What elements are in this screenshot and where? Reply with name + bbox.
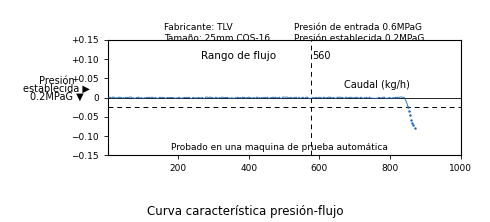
Text: Caudal (kg/h): Caudal (kg/h) [344,80,410,91]
Text: Curva característica presión-flujo: Curva característica presión-flujo [147,204,343,218]
Point [406,114,414,117]
Text: Presión: Presión [39,76,74,86]
Point [404,105,412,109]
Point [407,118,415,121]
Text: establecida ▶: establecida ▶ [23,84,90,94]
Text: Fabricante: TLV
Tamaño: 25mm COS-16: Fabricante: TLV Tamaño: 25mm COS-16 [164,23,270,43]
Text: Probado en una maquina de prueba automática: Probado en una maquina de prueba automát… [171,143,388,152]
Point [411,127,418,130]
Text: 0.2MPaG ▼: 0.2MPaG ▼ [29,91,83,102]
Point [410,124,417,127]
Point [408,121,416,125]
Text: 560: 560 [312,51,331,61]
Text: Presión de entrada 0.6MPaG
Presión establecida 0.2MPaG: Presión de entrada 0.6MPaG Presión estab… [294,23,424,43]
Point [405,109,413,113]
Text: Rango de flujo: Rango de flujo [201,51,276,61]
